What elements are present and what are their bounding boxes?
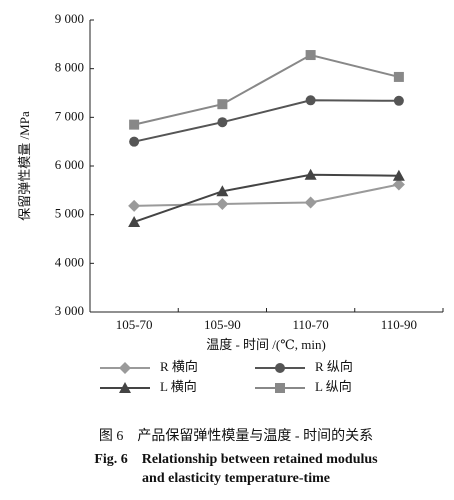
- data-point: [304, 168, 317, 180]
- data-point: [217, 99, 228, 110]
- data-point: [129, 136, 140, 147]
- x-tick-label: 105-90: [204, 317, 241, 332]
- y-tick-label: 6 000: [55, 157, 84, 172]
- legend-marker: [119, 362, 131, 374]
- data-point: [216, 185, 229, 197]
- series-line: [133, 99, 399, 143]
- data-point: [129, 119, 140, 130]
- series-line: [133, 173, 399, 223]
- x-axis-label: 温度 - 时间 /(℃, min): [206, 337, 326, 352]
- legend-label: R 纵向: [315, 359, 353, 374]
- caption-en: Fig. 6 Relationship between retained mod…: [94, 452, 378, 467]
- legend-label: L 纵向: [315, 379, 352, 394]
- y-tick-label: 4 000: [55, 254, 84, 269]
- legend-label: L 横向: [160, 379, 197, 394]
- y-tick-label: 7 000: [55, 108, 84, 123]
- y-tick-label: 5 000: [55, 206, 84, 221]
- caption-cn: 图 6 产品保留弹性模量与温度 - 时间的关系: [99, 428, 373, 444]
- legend-marker: [275, 383, 285, 393]
- y-axis-label: 保留弹性模量 /MPa: [17, 111, 32, 221]
- y-tick-label: 9 000: [55, 11, 84, 26]
- legend-label: R 横向: [160, 359, 198, 374]
- data-point: [392, 169, 405, 181]
- data-point: [128, 199, 141, 212]
- series-line: [133, 53, 400, 126]
- legend-marker: [119, 382, 131, 393]
- data-point: [392, 178, 405, 191]
- legend-marker: [275, 363, 285, 373]
- series-line: [134, 183, 400, 207]
- x-tick-label: 105-70: [116, 317, 153, 332]
- caption-en: and elasticity temperature-time: [142, 471, 330, 486]
- x-tick-label: 110-90: [381, 317, 417, 332]
- data-point: [305, 95, 316, 106]
- data-point: [128, 215, 141, 227]
- data-point: [217, 117, 228, 128]
- x-tick-label: 110-70: [292, 317, 328, 332]
- data-point: [393, 71, 404, 82]
- data-point: [216, 197, 229, 210]
- data-point: [304, 196, 317, 209]
- data-point: [305, 50, 316, 61]
- data-point: [393, 95, 404, 106]
- y-tick-label: 8 000: [55, 60, 84, 75]
- y-tick-label: 3 000: [55, 303, 84, 318]
